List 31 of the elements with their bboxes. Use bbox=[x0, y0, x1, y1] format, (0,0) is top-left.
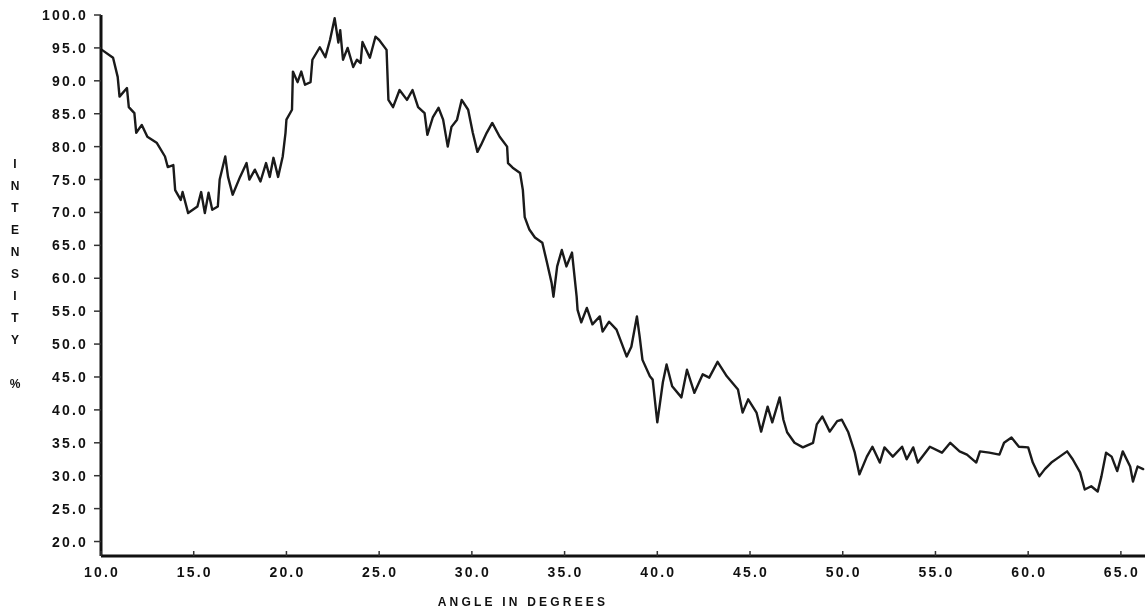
x-tick-label: 20.0 bbox=[269, 564, 306, 580]
x-tick-label: 55.0 bbox=[918, 564, 955, 580]
y-tick-label: 30.0 bbox=[51, 467, 88, 484]
x-tick-label: 25.0 bbox=[362, 564, 399, 580]
x-tick-label: 15.0 bbox=[176, 564, 213, 580]
y-tick-label: 25.0 bbox=[51, 500, 88, 517]
y-tick-label: 75.0 bbox=[51, 171, 88, 188]
y-tick-label: 100.0 bbox=[41, 7, 88, 24]
y-tick-label: 50.0 bbox=[51, 336, 88, 353]
x-tick-label: 35.0 bbox=[547, 564, 584, 580]
y-tick-label: 55.0 bbox=[51, 303, 88, 320]
x-tick-label: 65.0 bbox=[1103, 564, 1140, 580]
y-tick-label: 80.0 bbox=[51, 138, 88, 155]
x-tick-label: 40.0 bbox=[640, 564, 677, 580]
y-tick-label: 85.0 bbox=[51, 105, 88, 122]
y-tick-label: 60.0 bbox=[51, 270, 88, 287]
x-axis-title: ANGLE IN DEGREES bbox=[437, 595, 609, 609]
x-tick-label: 10.0 bbox=[83, 564, 121, 580]
x-tick-label: 50.0 bbox=[825, 564, 862, 580]
y-tick-label: 95.0 bbox=[51, 39, 88, 56]
y-tick-label: 40.0 bbox=[51, 401, 88, 418]
y-tick-label: 45.0 bbox=[51, 369, 88, 386]
y-tick-label: 70.0 bbox=[51, 204, 88, 221]
x-tick-label: 30.0 bbox=[454, 564, 491, 580]
y-tick-label: 65.0 bbox=[51, 237, 88, 254]
text: INTENSITY % bbox=[9, 157, 21, 391]
y-tick-label: 35.0 bbox=[51, 434, 88, 451]
x-tick-label: 45.0 bbox=[732, 564, 770, 580]
y-tick-label: 90.0 bbox=[51, 72, 88, 89]
x-tick-label: 60.0 bbox=[1011, 564, 1048, 580]
y-tick-label: 20.0 bbox=[51, 533, 88, 550]
